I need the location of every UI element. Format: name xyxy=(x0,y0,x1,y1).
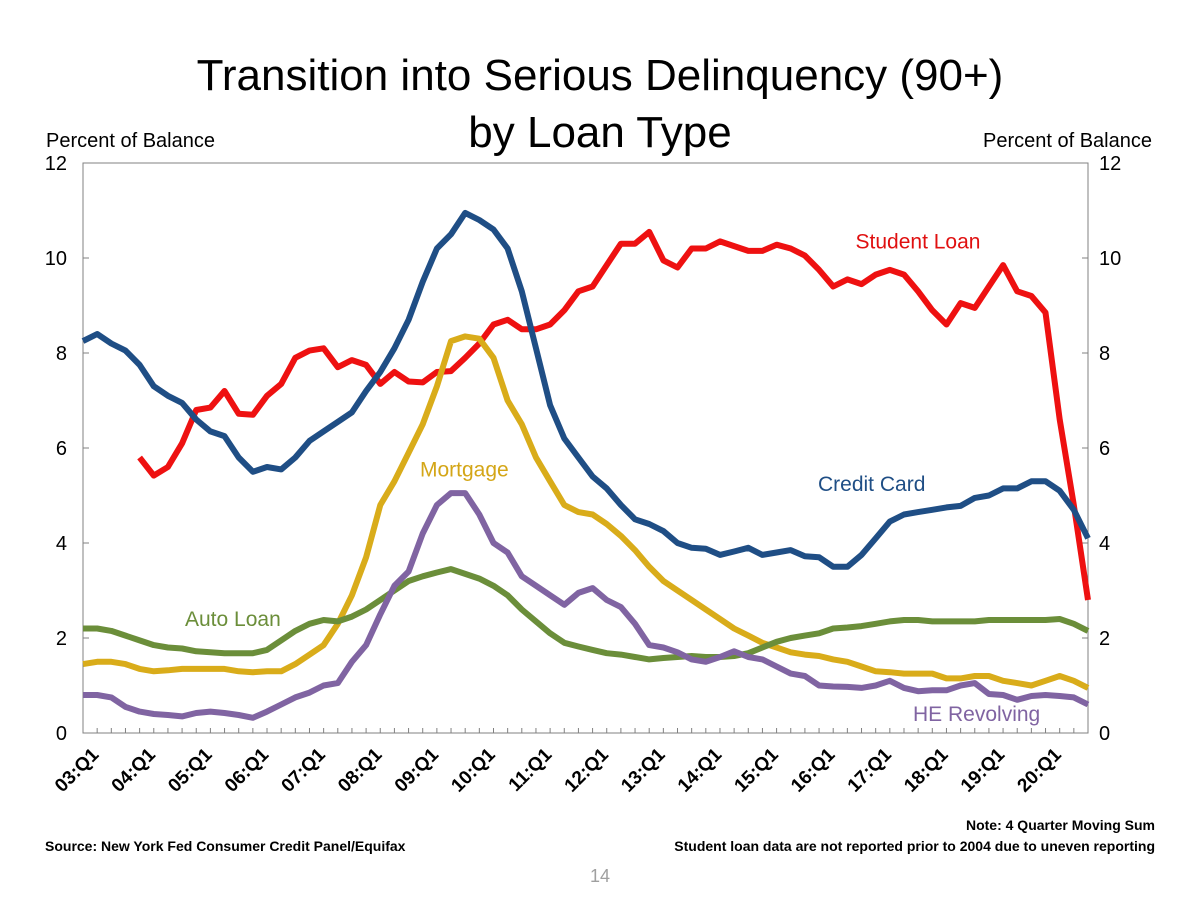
left-axis-unit-label: Percent of Balance xyxy=(46,130,215,152)
x-tick-label: 15:Q1 xyxy=(731,744,783,796)
student-loan-series-line xyxy=(137,228,1091,601)
student-loan-series-label: Student Loan xyxy=(856,231,981,254)
mortgage-series-label: Mortgage xyxy=(420,459,509,482)
y-tick-label-left: 0 xyxy=(56,723,67,745)
y-tick-label-right: 10 xyxy=(1099,248,1121,270)
x-tick-label: 10:Q1 xyxy=(447,744,499,796)
x-tick-label: 12:Q1 xyxy=(561,744,613,796)
right-axis-unit-label: Percent of Balance xyxy=(983,130,1152,152)
x-tick-label: 14:Q1 xyxy=(674,744,726,796)
chart-title-line-1: Transition into Serious Delinquency (90+… xyxy=(196,51,1004,100)
y-tick-label-left: 12 xyxy=(45,153,67,175)
x-tick-label: 05:Q1 xyxy=(164,744,216,796)
auto-loan-series-label: Auto Loan xyxy=(185,608,281,631)
he-revolving-series-line xyxy=(83,490,1090,721)
source-note: Source: New York Fed Consumer Credit Pan… xyxy=(45,838,406,854)
x-tick-label: 13:Q1 xyxy=(617,744,669,796)
y-tick-label-right: 4 xyxy=(1099,533,1110,555)
x-tick-label: 06:Q1 xyxy=(221,744,273,796)
x-tick-label: 08:Q1 xyxy=(334,744,386,796)
y-tick-label-left: 8 xyxy=(56,343,67,365)
y-tick-label-right: 12 xyxy=(1099,153,1121,175)
x-tick-label: 11:Q1 xyxy=(505,744,557,796)
moving-sum-note: Note: 4 Quarter Moving Sum xyxy=(965,817,1155,833)
y-tick-label-left: 2 xyxy=(56,628,67,650)
mortgage-series-line xyxy=(82,333,1090,691)
y-tick-label-left: 4 xyxy=(56,533,67,555)
x-tick-label: 20:Q1 xyxy=(1014,744,1066,796)
y-tick-label-right: 6 xyxy=(1099,438,1110,460)
auto-loan-series-line xyxy=(83,566,1090,663)
x-tick-label: 03:Q1 xyxy=(51,744,103,796)
y-tick-label-right: 8 xyxy=(1099,343,1110,365)
y-tick-label-left: 6 xyxy=(56,438,67,460)
y-tick-label-left: 10 xyxy=(45,248,67,270)
x-tick-label: 16:Q1 xyxy=(787,744,839,796)
x-tick-label: 17:Q1 xyxy=(844,744,896,796)
student-loan-reporting-note: Student loan data are not reported prior… xyxy=(674,838,1155,854)
x-tick-label: 07:Q1 xyxy=(278,744,330,796)
chart-title-line-2: by Loan Type xyxy=(468,108,732,157)
credit-card-series-line xyxy=(81,209,1091,570)
x-tick-label: 04:Q1 xyxy=(108,744,160,796)
he-revolving-series-label: HE Revolving xyxy=(913,703,1040,726)
credit-card-series-label: Credit Card xyxy=(818,473,925,496)
x-tick-label: 19:Q1 xyxy=(957,744,1009,796)
x-tick-label: 18:Q1 xyxy=(900,744,952,796)
y-tick-label-right: 2 xyxy=(1099,628,1110,650)
x-tick-label: 09:Q1 xyxy=(391,744,443,796)
y-tick-label-right: 0 xyxy=(1099,723,1110,745)
page-number: 14 xyxy=(589,866,611,886)
